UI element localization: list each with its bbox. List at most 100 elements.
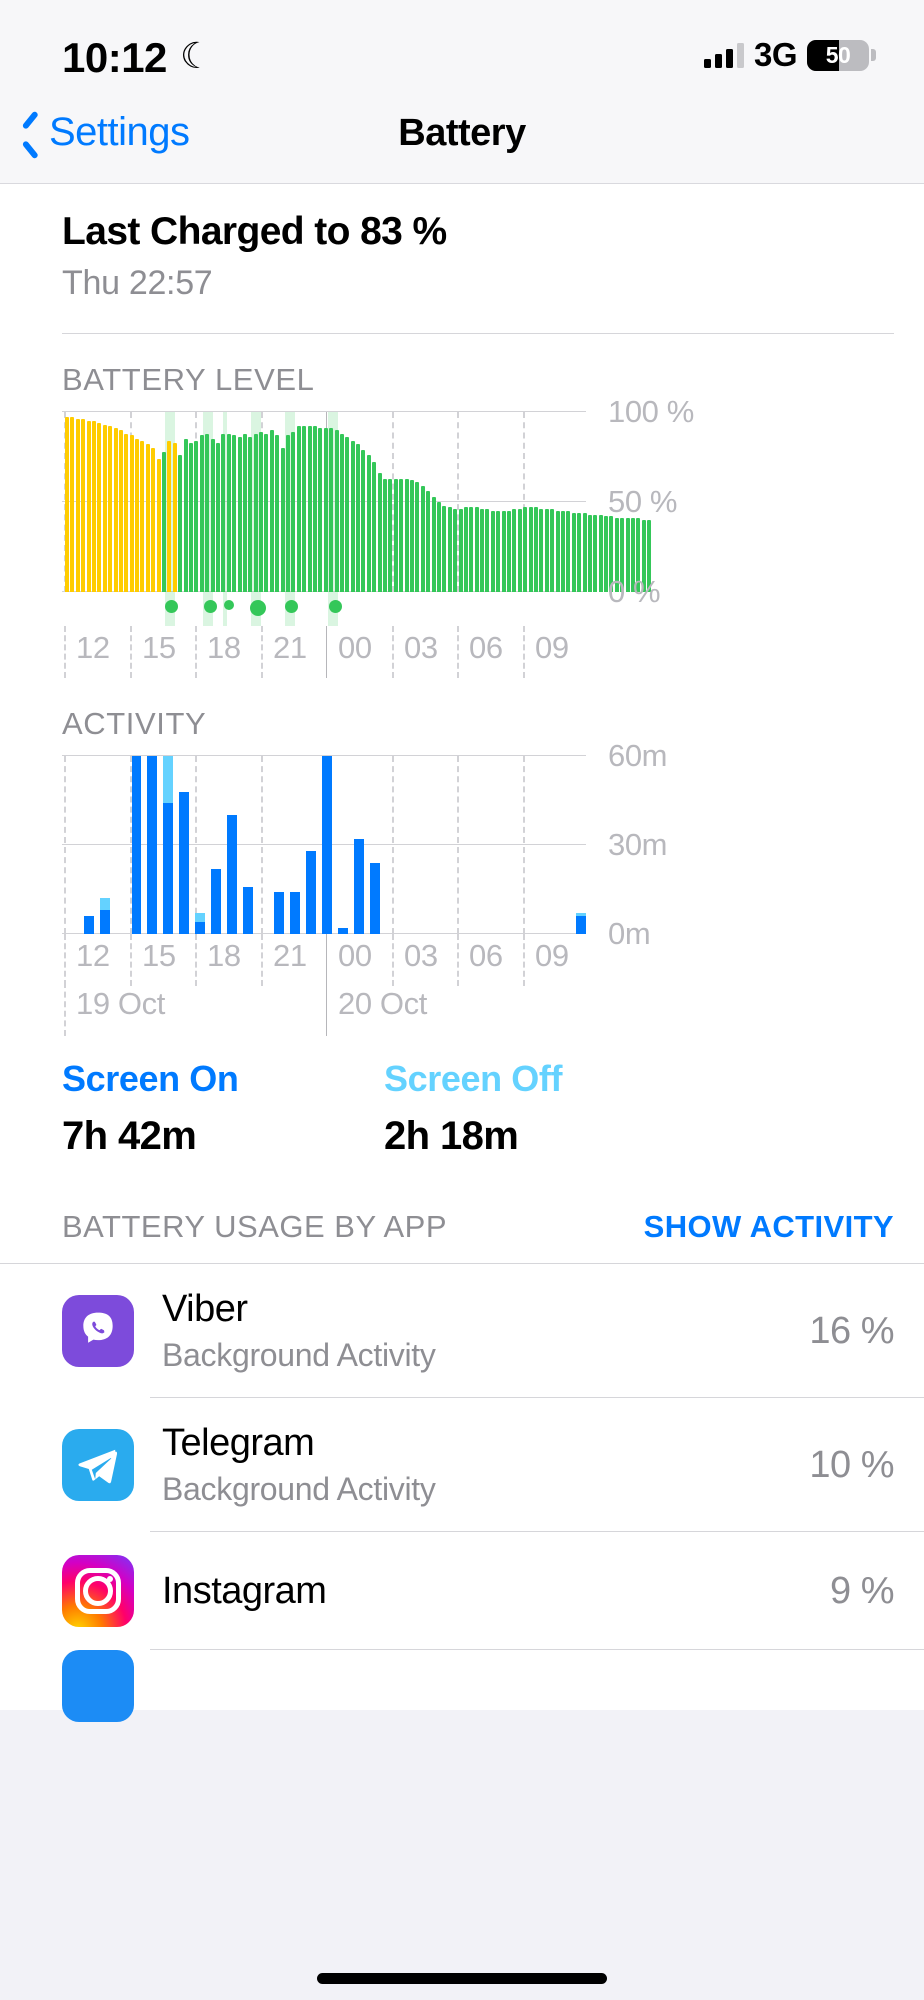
grid-line (392, 756, 394, 934)
axis-tick-label: 09 (535, 938, 569, 973)
last-charged-time: Thu 22:57 (62, 264, 213, 302)
axis-tick-label: 15 (142, 938, 176, 973)
app-name: Telegram (162, 1422, 315, 1464)
bar (280, 448, 285, 592)
bar-segment-screen-on (147, 756, 158, 934)
activity-x-axis: 12 15 18 21 00 03 06 09 (62, 934, 586, 986)
grid-line (261, 756, 263, 934)
bar (183, 439, 188, 592)
battery-level-section-label: BATTERY LEVEL (62, 362, 315, 397)
bar (167, 440, 172, 592)
bar (210, 439, 215, 592)
grid-line (62, 755, 586, 756)
charge-dot (328, 600, 342, 613)
axis-tick (326, 934, 327, 986)
bar (318, 428, 323, 592)
bar-segment-screen-on (179, 791, 189, 934)
battery-level-x-axis: 12 15 18 21 00 03 06 09 (62, 626, 586, 678)
bar (147, 756, 158, 934)
bar (65, 417, 69, 592)
status-bar-clock: 10:12 (62, 34, 167, 81)
axis-tick-label: 50 % (608, 484, 678, 519)
battery-usage-header: BATTERY USAGE BY APP SHOW ACTIVITY (62, 1169, 894, 1263)
axis-tick (326, 982, 327, 1036)
activity-chart[interactable]: 12 15 18 21 00 03 06 09 19 Oct 20 Oct 0m 30m 60m (62, 738, 894, 1036)
bar-segment-screen-on (274, 892, 285, 934)
back-button[interactable]: Settings (22, 110, 190, 155)
bar-segment-screen-on (322, 756, 332, 934)
bar (156, 458, 161, 592)
bar (641, 520, 646, 592)
content-scroll-area[interactable]: Last Charged to 83 % Thu 22:57 BATTERY L… (0, 184, 924, 2000)
bar-segment-screen-on (83, 916, 94, 934)
axis-tick (130, 934, 132, 986)
last-charged-title: Last Charged to 83 % (62, 210, 447, 253)
bar (151, 448, 156, 592)
bar (337, 928, 348, 934)
bar (544, 509, 549, 592)
last-charged-block: Last Charged to 83 % Thu 22:57 (62, 184, 894, 309)
home-indicator (317, 1973, 607, 1984)
app-battery-percent: 10 % (809, 1443, 894, 1486)
bar (480, 509, 485, 592)
axis-tick-label: 21 (273, 938, 307, 973)
bar (83, 916, 94, 934)
bar (571, 512, 576, 592)
bar (587, 514, 592, 592)
bar (188, 442, 193, 592)
bar (469, 507, 474, 592)
bar-segment-screen-on (131, 756, 142, 934)
axis-tick-label: 15 (142, 630, 176, 665)
bar (242, 886, 253, 934)
axis-day-label: 20 Oct (338, 986, 427, 1021)
axis-tick-label: 100 % (608, 394, 694, 429)
bar-segment-screen-on (210, 868, 221, 934)
axis-tick-label: 06 (469, 630, 503, 665)
bar (172, 442, 177, 592)
bar (353, 839, 364, 934)
list-item[interactable]: Telegram Background Activity 10 % (0, 1398, 924, 1532)
axis-tick (64, 934, 66, 986)
bar (458, 509, 463, 592)
battery-level-chart[interactable]: 12 15 18 21 00 03 06 09 0 % 50 % 100 % (62, 394, 894, 678)
axis-day-label: 19 Oct (76, 986, 165, 1021)
bar (108, 426, 113, 592)
screen-off-label: Screen Off (384, 1058, 563, 1099)
bar (490, 511, 495, 592)
screen-off-value: 2h 18m (384, 1114, 519, 1158)
list-item[interactable] (0, 1650, 924, 1722)
app-icon-partial (62, 1650, 134, 1722)
bar (436, 502, 441, 592)
bar (307, 426, 312, 592)
bar-segment-screen-on (99, 910, 110, 934)
bar (275, 435, 280, 592)
app-name: Instagram (162, 1569, 327, 1612)
charge-event-dots (62, 592, 586, 626)
screen-on-label: Screen On (62, 1058, 239, 1099)
list-item[interactable]: Viber Background Activity 16 % (0, 1264, 924, 1398)
bar (99, 898, 110, 934)
bar-segment-screen-on (369, 862, 380, 934)
battery-status-icon: 50 (807, 39, 869, 71)
bar (237, 437, 242, 592)
bar (322, 756, 332, 934)
list-item[interactable]: Instagram 9 % (0, 1532, 924, 1650)
bar (442, 505, 447, 592)
bar (555, 511, 560, 592)
bar-segment-screen-on (163, 803, 174, 934)
bar (162, 451, 167, 592)
bar (415, 482, 420, 592)
show-activity-button[interactable]: SHOW ACTIVITY (643, 1209, 894, 1244)
bar (129, 435, 134, 592)
bar (463, 507, 468, 592)
status-bar-right-group: 3G 50 (703, 36, 876, 74)
cellular-signal-icon (703, 42, 744, 68)
screen-off-block: Screen Off 2h 18m (384, 1058, 684, 1159)
bar-segment-screen-off (99, 898, 110, 911)
screen-time-summary: Screen On 7h 42m Screen Off 2h 18m (62, 1036, 894, 1169)
bar-segment-screen-on (226, 815, 237, 934)
bar (539, 509, 544, 592)
bar (259, 431, 264, 592)
app-battery-percent: 9 % (830, 1569, 894, 1612)
